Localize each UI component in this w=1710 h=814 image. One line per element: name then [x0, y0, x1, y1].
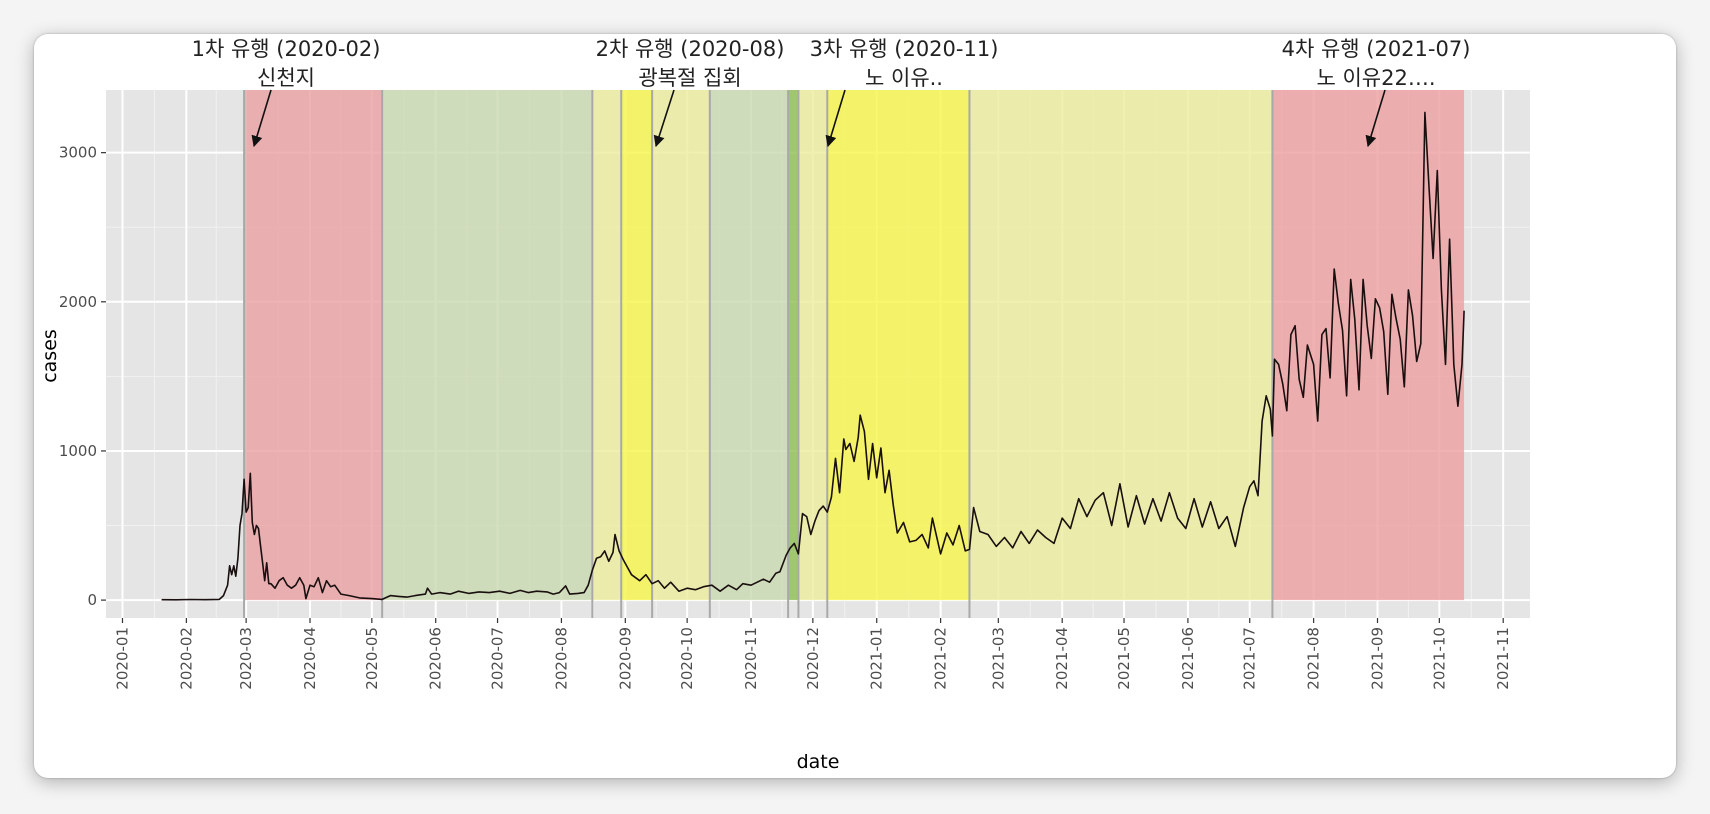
x-tick-label: 2021-11 [1494, 627, 1512, 690]
shaded-period [827, 90, 970, 601]
x-tick-label: 2020-06 [427, 627, 445, 690]
x-tick-label: 2020-01 [113, 627, 131, 690]
annotation-line: 노 이유.. [865, 66, 943, 90]
x-tick-label: 2021-01 [868, 627, 886, 690]
x-tick-label: 2020-09 [616, 627, 634, 690]
x-tick-label: 2021-07 [1241, 627, 1259, 690]
x-tick-label: 2020-11 [742, 627, 760, 690]
annotation-label: 2차 유행 (2020-08) 광복절 집회 [596, 37, 785, 90]
cases-line [161, 111, 1465, 601]
x-tick-label: 2021-10 [1430, 627, 1448, 690]
x-tick-label: 2021-04 [1053, 627, 1071, 690]
series-line [161, 111, 1465, 601]
x-tick-label: 2020-08 [552, 627, 570, 690]
shaded-period [798, 90, 828, 601]
x-tick-label: 2020-10 [678, 627, 696, 690]
shaded-period [621, 90, 653, 601]
shaded-period [652, 90, 710, 601]
x-tick-label: 2021-05 [1115, 627, 1133, 690]
annotation-arrow [653, 89, 675, 148]
annotations: 1차 유행 (2020-02) 신천지 2차 유행 (2020-08) 광복절 집회 3… [192, 37, 1471, 148]
y-tick-label: 2000 [59, 293, 97, 311]
annotation-line: 노 이유22…. [1316, 66, 1435, 90]
shaded-period [244, 90, 383, 601]
shaded-period [382, 90, 593, 601]
shaded-period [709, 90, 789, 601]
annotation-line: 2차 유행 (2020-08) [596, 37, 785, 61]
annotation-line: 광복절 집회 [638, 66, 741, 90]
period-boundaries [243, 90, 1274, 618]
chart-card: 1차 유행 (2020-02) 신천지 2차 유행 (2020-08) 광복절 집회 3… [34, 34, 1676, 778]
x-tick-label: 2020-03 [237, 627, 255, 690]
y-tick-label: 3000 [59, 144, 97, 162]
x-tick-label: 2021-09 [1369, 627, 1387, 690]
x-tick-label: 2020-07 [489, 627, 507, 690]
x-tick-label: 2020-12 [804, 627, 822, 690]
covid-cases-chart: 1차 유행 (2020-02) 신천지 2차 유행 (2020-08) 광복절 집회 3… [39, 37, 1530, 773]
annotation-arrow [1365, 89, 1386, 148]
x-axis-title: date [797, 751, 840, 773]
shaded-period [1272, 90, 1465, 601]
x-tick-label: 2020-04 [301, 627, 319, 690]
annotation-label: 1차 유행 (2020-02) 신천지 [192, 37, 381, 90]
x-tick-label: 2021-06 [1179, 627, 1197, 690]
y-tick-label: 0 [87, 591, 97, 609]
x-tick-label: 2020-02 [177, 627, 195, 690]
annotation-arrow [251, 89, 272, 148]
shaded-period [969, 90, 1273, 601]
annotation-line: 1차 유행 (2020-02) [192, 37, 381, 61]
shaded-period [592, 90, 622, 601]
shaded-periods [244, 90, 1465, 601]
annotation-label: 3차 유행 (2020-11) 노 이유.. [810, 37, 999, 90]
x-tick-label: 2021-02 [932, 627, 950, 690]
annotation-line: 3차 유행 (2020-11) [810, 37, 999, 61]
annotation-label: 4차 유행 (2021-07) 노 이유22…. [1282, 37, 1471, 90]
annotation-line: 4차 유행 (2021-07) [1282, 37, 1471, 61]
x-tick-label: 2021-08 [1305, 627, 1323, 690]
axes: 0 1000 2000 3000 2020-01 2020-02 2020-03 2020-0… [39, 144, 1512, 773]
x-tick-label: 2021-03 [989, 627, 1007, 690]
annotation-arrow [825, 89, 846, 148]
x-tick-label: 2020-05 [363, 627, 381, 690]
shaded-period [788, 90, 799, 601]
y-tick-label: 1000 [59, 442, 97, 460]
y-axis-title: cases [39, 329, 61, 383]
annotation-line: 신천지 [257, 66, 315, 90]
